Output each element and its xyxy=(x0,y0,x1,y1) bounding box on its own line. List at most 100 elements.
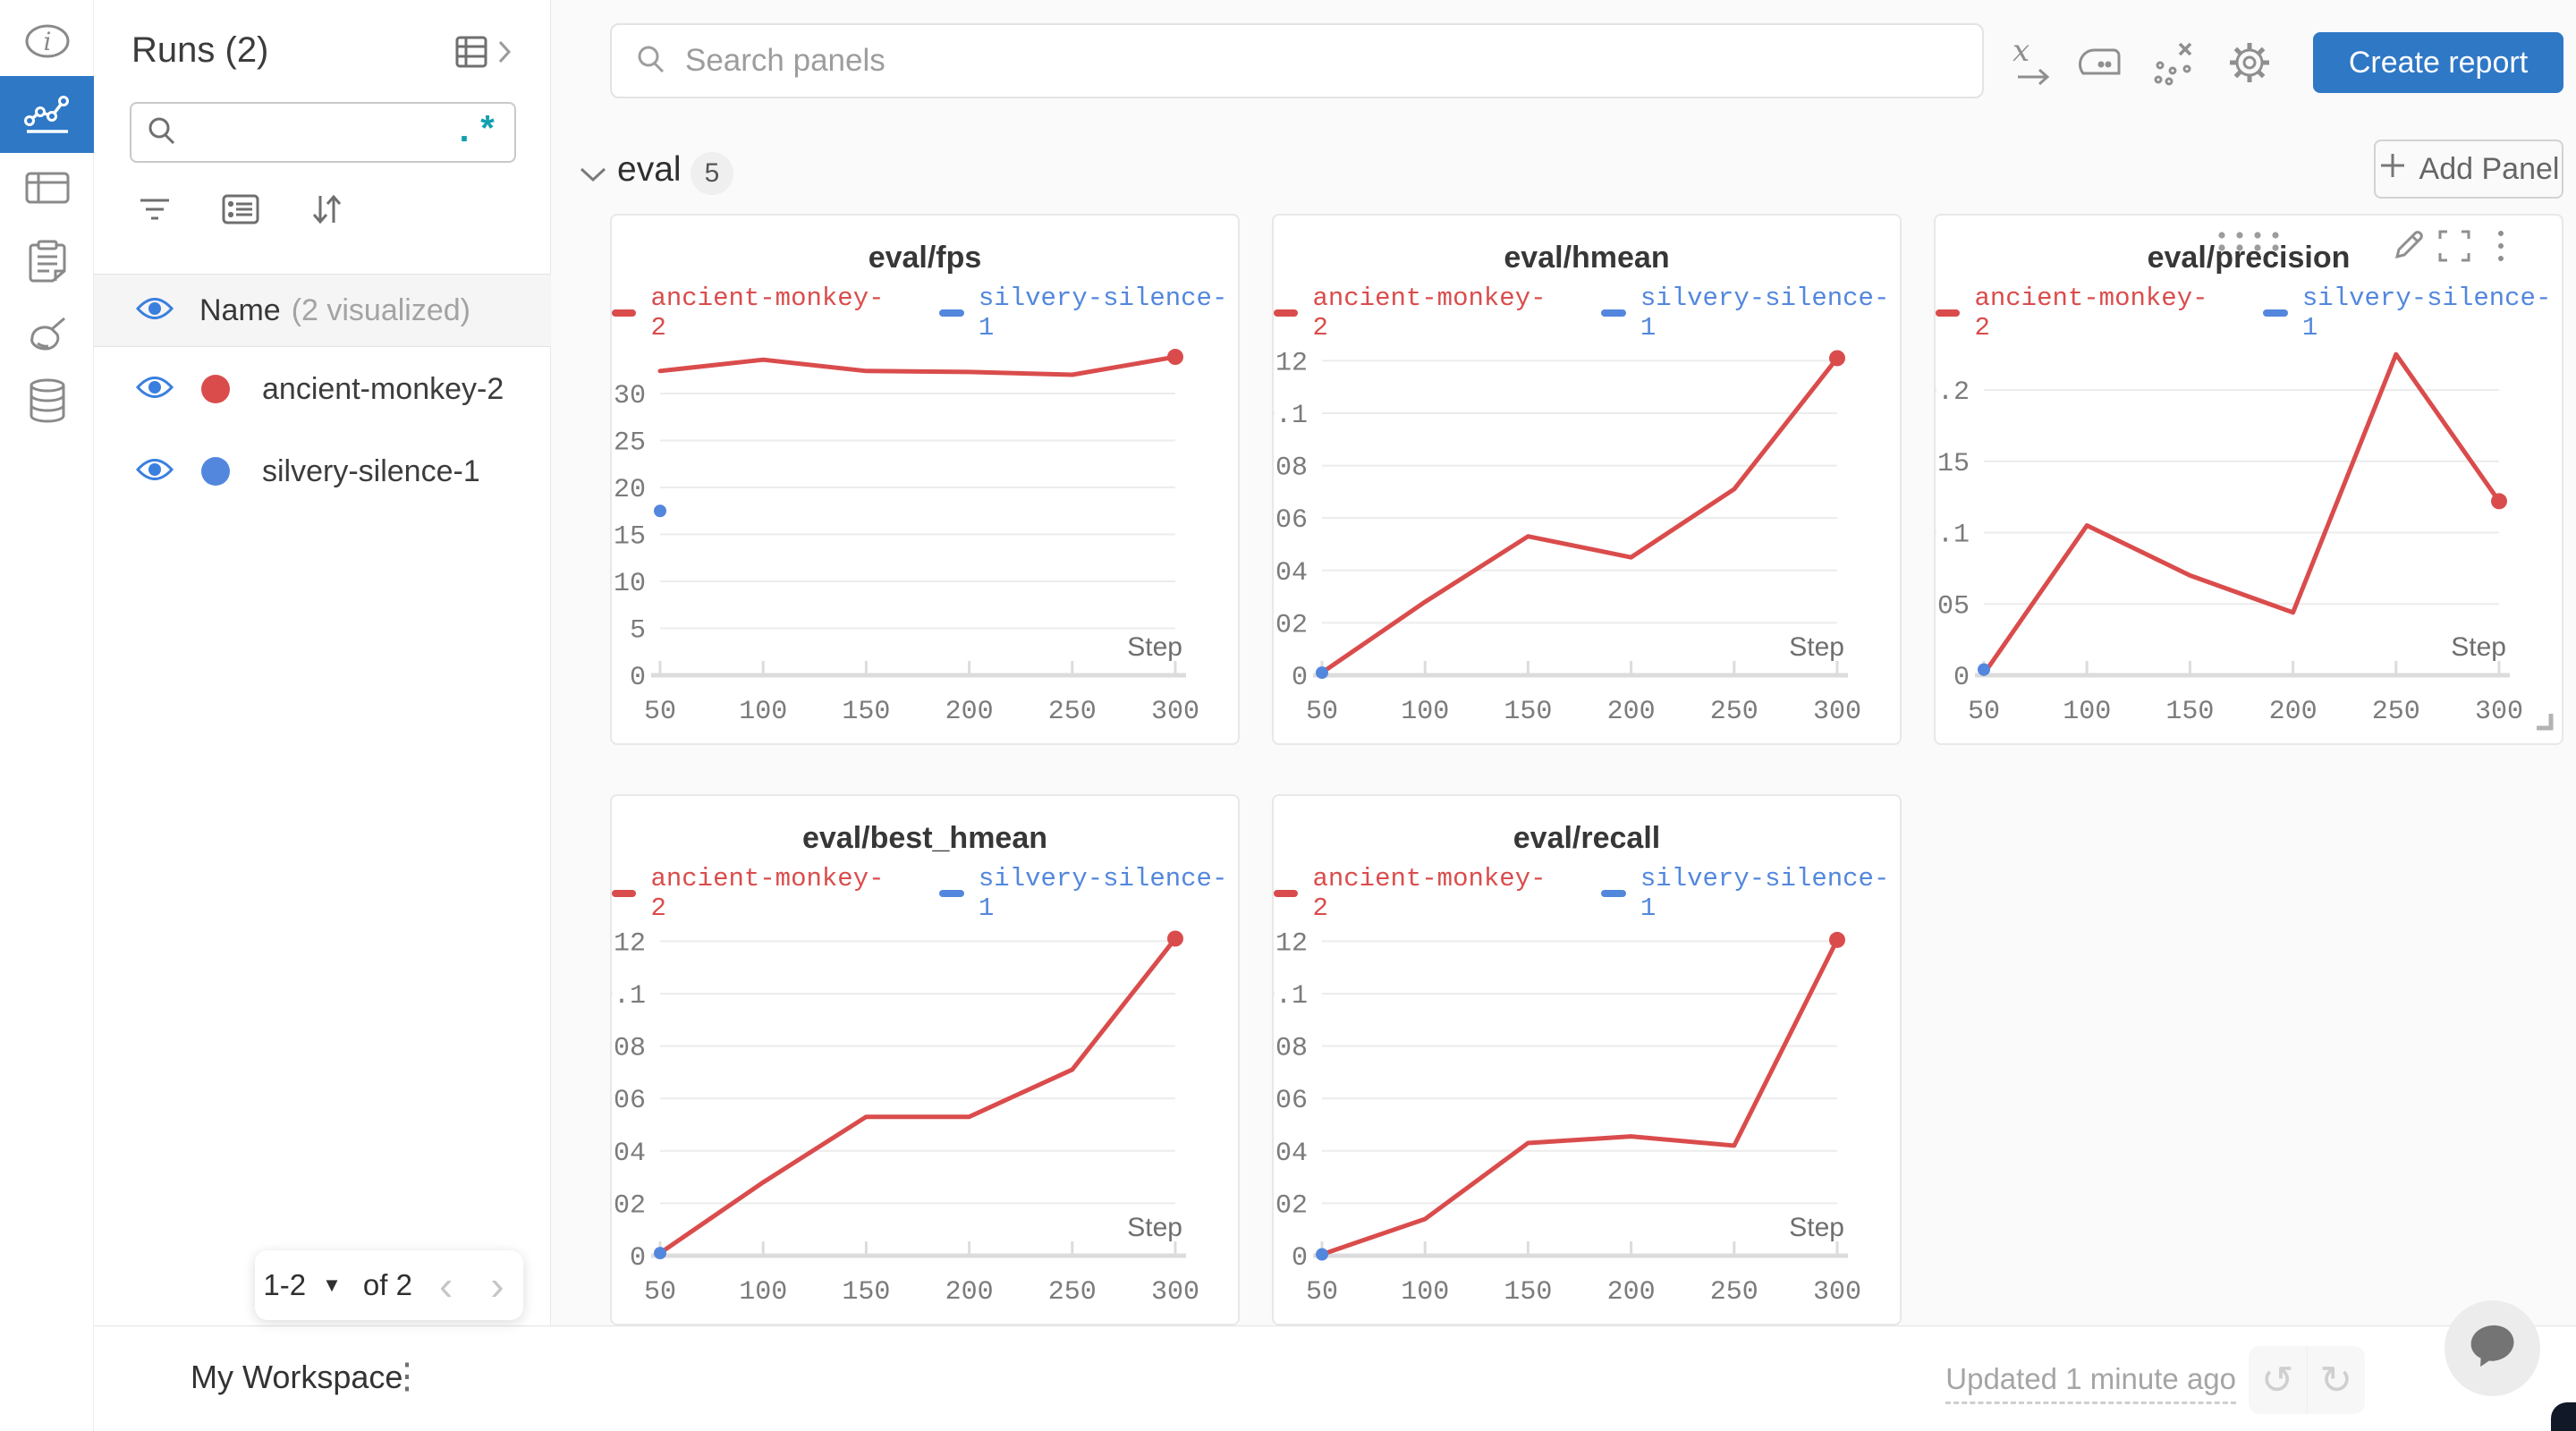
workspace-settings-button[interactable] xyxy=(2224,39,2275,89)
svg-text:300: 300 xyxy=(1151,697,1199,727)
eye-icon[interactable] xyxy=(135,295,174,326)
legend-run-name: ancient-monkey-2 xyxy=(1312,284,1546,343)
svg-text:150: 150 xyxy=(842,697,890,727)
line-chart[interactable]: 0 5 10 15 20 25 30 50 100 150 200 250 300 Step xyxy=(612,309,1241,738)
filter-icon[interactable] xyxy=(135,190,174,229)
line-chart[interactable]: 0 0.02 0.04 0.06 0.08 0.1 0.12 50 100 150 200 250 30… xyxy=(1274,309,1903,738)
legend-entry[interactable]: ancient-monkey-2 xyxy=(1274,864,1556,923)
support-chat-button[interactable] xyxy=(2445,1300,2540,1396)
regex-toggle[interactable]: .* xyxy=(453,112,500,153)
legend-entry[interactable]: silvery-silence-1 xyxy=(939,284,1238,343)
svg-text:Step: Step xyxy=(1127,1213,1182,1242)
redo-icon[interactable]: ↻ xyxy=(2319,1358,2353,1402)
sweeps-tab[interactable] xyxy=(0,301,94,372)
fullscreen-icon[interactable] xyxy=(2435,226,2474,266)
svg-text:0: 0 xyxy=(1953,663,1970,693)
workspace-menu-kebab-icon[interactable]: ⋮ xyxy=(389,1357,425,1396)
svg-text:0.08: 0.08 xyxy=(1274,453,1308,484)
add-panel-button[interactable]: Add Panel xyxy=(2374,140,2563,199)
svg-text:25: 25 xyxy=(614,428,646,459)
svg-text:250: 250 xyxy=(1048,1277,1097,1308)
left-icon-rail: i xyxy=(0,0,94,1431)
database-icon xyxy=(27,377,68,428)
legend-entry[interactable]: silvery-silence-1 xyxy=(2263,284,2562,343)
updated-status[interactable]: Updated 1 minute ago xyxy=(1945,1362,2236,1404)
chart-panel[interactable]: eval/recall ancient-monkey-2 silvery-sile… xyxy=(1272,794,1902,1325)
workspace-title[interactable]: My Workspace xyxy=(191,1359,403,1395)
x-axis-settings-button[interactable]: x xyxy=(2005,33,2055,89)
pagination-range[interactable]: 1-2 xyxy=(263,1268,307,1301)
svg-text:100: 100 xyxy=(739,1277,787,1308)
legend-dash-icon xyxy=(939,890,964,897)
runs-panel-title: Runs (2) xyxy=(131,30,269,70)
legend-entry[interactable]: ancient-monkey-2 xyxy=(612,864,894,923)
runs-name-header[interactable]: Name (2 visualized) xyxy=(94,274,551,347)
expand-run-table-button[interactable] xyxy=(455,32,525,75)
chart-panel[interactable]: eval/best_hmean ancient-monkey-2 silvery-… xyxy=(610,794,1240,1325)
sort-icon[interactable] xyxy=(307,190,346,229)
chart-title: eval/precision xyxy=(2147,241,2351,275)
svg-text:150: 150 xyxy=(2165,697,2214,727)
create-report-button[interactable]: Create report xyxy=(2313,32,2563,93)
panel-resize-handle[interactable] xyxy=(2533,710,2555,736)
line-chart[interactable]: 0 0.02 0.04 0.06 0.08 0.1 0.12 50 100 150 200 250 30… xyxy=(612,889,1241,1318)
svg-text:0.2: 0.2 xyxy=(1936,377,1970,408)
eye-icon[interactable] xyxy=(135,374,174,405)
run-row[interactable]: ancient-monkey-2 xyxy=(94,349,551,429)
chart-panel[interactable]: eval/precision ancient-monkey-2 silvery-s… xyxy=(1934,214,2563,745)
outliers-button[interactable] xyxy=(2149,39,2199,89)
svg-text:0: 0 xyxy=(630,1243,646,1274)
svg-text:10: 10 xyxy=(614,569,646,599)
run-row[interactable]: silvery-silence-1 xyxy=(94,431,551,512)
panel-grid: eval/fps ancient-monkey-2 silvery-silence… xyxy=(610,214,2563,1325)
legend-run-name: silvery-silence-1 xyxy=(1640,864,1890,923)
line-chart[interactable]: 0 0.02 0.04 0.06 0.08 0.1 0.12 50 100 150 200 250 30… xyxy=(1274,889,1903,1318)
columns-icon[interactable] xyxy=(221,190,260,229)
svg-text:Step: Step xyxy=(1789,632,1844,662)
svg-text:150: 150 xyxy=(1504,697,1552,727)
chart-legend: ancient-monkey-2 silvery-silence-1 xyxy=(612,864,1238,923)
search-icon xyxy=(635,43,667,80)
plus-icon xyxy=(2378,151,2407,188)
run-name: ancient-monkey-2 xyxy=(262,371,504,406)
undo-icon[interactable]: ↺ xyxy=(2260,1358,2294,1402)
svg-text:0.02: 0.02 xyxy=(612,1190,646,1221)
gear-icon xyxy=(2224,38,2275,92)
divider xyxy=(2306,1346,2308,1414)
svg-text:0.15: 0.15 xyxy=(1936,449,1970,479)
chart-panel[interactable]: eval/fps ancient-monkey-2 silvery-silence… xyxy=(610,214,1240,745)
logs-tab[interactable] xyxy=(0,227,94,299)
svg-text:5: 5 xyxy=(630,616,646,647)
line-chart[interactable]: 0 0.05 0.1 0.15 0.2 50 100 150 200 250 300 Step xyxy=(1936,309,2565,738)
legend-entry[interactable]: silvery-silence-1 xyxy=(939,864,1238,923)
eye-icon[interactable] xyxy=(135,456,174,487)
chevron-down-icon[interactable]: ▼ xyxy=(322,1274,342,1296)
panel-search-box[interactable]: Search panels xyxy=(610,23,1984,98)
section-collapse-chevron[interactable] xyxy=(578,165,608,189)
legend-entry[interactable]: silvery-silence-1 xyxy=(1601,864,1900,923)
legend-entry[interactable]: ancient-monkey-2 xyxy=(1936,284,2218,343)
legend-entry[interactable]: ancient-monkey-2 xyxy=(1274,284,1556,343)
panel-menu-kebab-icon[interactable] xyxy=(2481,226,2521,266)
chart-legend: ancient-monkey-2 silvery-silence-1 xyxy=(1936,284,2562,343)
legend-run-name: ancient-monkey-2 xyxy=(1312,864,1546,923)
edit-panel-pencil-icon[interactable] xyxy=(2388,226,2428,266)
svg-text:0.04: 0.04 xyxy=(1274,1139,1308,1169)
intercom-widget-corner xyxy=(2551,1402,2576,1431)
tables-tab[interactable] xyxy=(0,154,94,225)
run-search-input[interactable] xyxy=(178,115,453,149)
svg-text:0.12: 0.12 xyxy=(1274,928,1308,959)
smoothing-button[interactable] xyxy=(2078,39,2128,89)
overview-tab[interactable]: i xyxy=(0,7,94,79)
line-chart-icon xyxy=(22,90,72,140)
charts-tab[interactable] xyxy=(0,76,94,153)
section-title[interactable]: eval xyxy=(617,150,682,189)
artifacts-tab[interactable] xyxy=(0,367,94,438)
run-color-dot xyxy=(201,375,230,403)
legend-run-name: silvery-silence-1 xyxy=(978,284,1228,343)
chart-panel[interactable]: eval/hmean ancient-monkey-2 silvery-silen… xyxy=(1272,214,1902,745)
run-search-box[interactable]: .* xyxy=(130,102,516,163)
drag-handle-icon[interactable] xyxy=(1936,230,2562,253)
legend-entry[interactable]: ancient-monkey-2 xyxy=(612,284,894,343)
legend-entry[interactable]: silvery-silence-1 xyxy=(1601,284,1900,343)
